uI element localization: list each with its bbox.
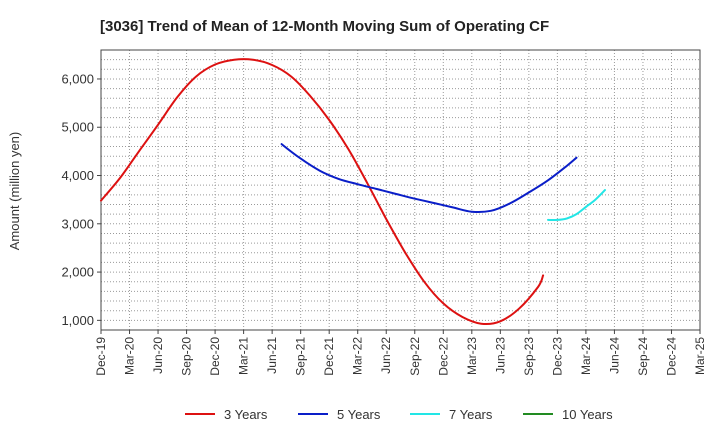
x-tick-label: Mar-25 <box>693 337 707 375</box>
legend-label: 5 Years <box>337 407 381 422</box>
legend-label: 3 Years <box>224 407 268 422</box>
x-tick-label: Mar-24 <box>579 337 593 375</box>
series-line-5-years <box>280 143 578 214</box>
x-tick-label: Sep-20 <box>180 337 194 376</box>
x-tick-label: Dec-20 <box>208 337 222 376</box>
plot-area <box>101 50 700 330</box>
x-tick-label: Jun-23 <box>493 337 507 374</box>
series-layer <box>100 58 606 325</box>
x-tick-label: Mar-23 <box>465 337 479 375</box>
x-tick-label: Sep-23 <box>522 337 536 376</box>
x-tick-label: Dec-21 <box>322 337 336 376</box>
y-tick-label: 3,000 <box>61 216 94 231</box>
series-line-3-years <box>100 58 545 325</box>
x-tick-label: Jun-22 <box>379 337 393 374</box>
x-tick-label: Dec-24 <box>664 337 678 376</box>
x-tick-label: Sep-21 <box>294 337 308 376</box>
x-tick-label: Sep-22 <box>408 337 422 376</box>
x-tick-label: Jun-24 <box>607 337 621 374</box>
legend: 3 Years 5 Years 7 Years 10 Years <box>185 407 613 422</box>
x-tick-label: Dec-22 <box>436 337 450 376</box>
x-tick-label: Sep-24 <box>636 337 650 376</box>
axis-layer: 1,000 2,000 3,000 4,000 5,000 6,000 Dec-19 Mar-… <box>61 71 707 375</box>
x-tick-label: Dec-23 <box>550 337 564 376</box>
plot-frame <box>100 49 701 331</box>
x-tick-label: Jun-20 <box>151 337 165 374</box>
x-tick-label: Mar-22 <box>351 337 365 375</box>
legend-label: 10 Years <box>562 407 613 422</box>
x-tick-label: Jun-21 <box>265 337 279 374</box>
chart-title: [3036] Trend of Mean of 12-Month Moving … <box>100 18 549 35</box>
y-tick-label: 5,000 <box>61 120 94 135</box>
y-tick-label: 2,000 <box>61 265 94 280</box>
legend-label: 7 Years <box>449 407 493 422</box>
y-tick-label: 4,000 <box>61 168 94 183</box>
series-line-7-years <box>547 189 606 222</box>
grid-layer <box>100 49 701 330</box>
y-tick-label: 1,000 <box>61 313 94 328</box>
y-axis-label: Amount (million yen) <box>7 132 22 251</box>
y-tick-label: 6,000 <box>61 71 94 86</box>
x-tick-label: Mar-20 <box>123 337 137 375</box>
x-tick-label: Mar-21 <box>237 337 251 375</box>
x-tick-label: Dec-19 <box>94 337 108 376</box>
